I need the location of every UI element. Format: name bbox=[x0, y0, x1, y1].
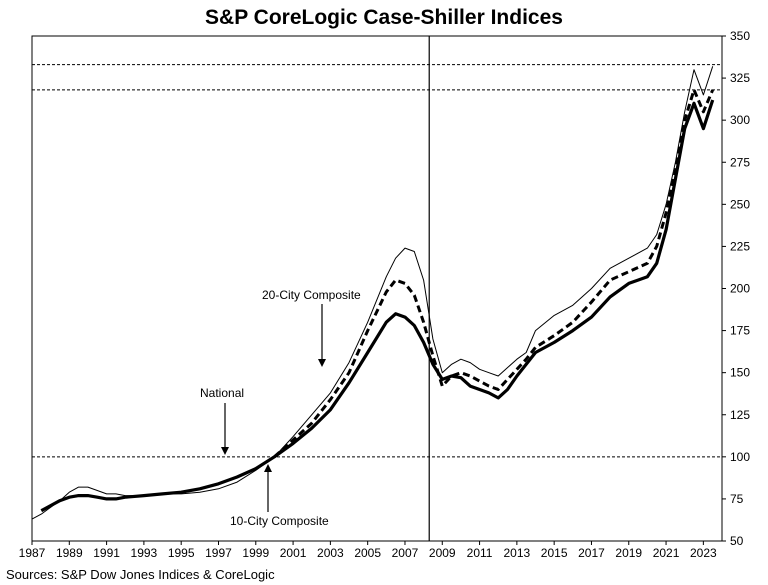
x-tick-label-1999: 1999 bbox=[242, 546, 269, 560]
x-tick-label-2007: 2007 bbox=[392, 546, 419, 560]
series-line-20-city-composite bbox=[273, 88, 715, 458]
y-tick-label-200: 200 bbox=[730, 282, 750, 296]
annotation-20-city-label: 20-City Composite bbox=[262, 288, 361, 302]
y-tick-label-300: 300 bbox=[730, 113, 750, 127]
x-tick-label-1987: 1987 bbox=[19, 546, 46, 560]
y-tick-label-150: 150 bbox=[730, 366, 750, 380]
y-tick-label-50: 50 bbox=[730, 534, 744, 548]
chart-source: Sources: S&P Dow Jones Indices & CoreLog… bbox=[6, 567, 275, 582]
y-tick-label-75: 75 bbox=[730, 492, 744, 506]
x-tick-label-2003: 2003 bbox=[317, 546, 344, 560]
x-tick-label-2005: 2005 bbox=[354, 546, 381, 560]
y-tick-label-275: 275 bbox=[730, 155, 750, 169]
x-tick-label-1993: 1993 bbox=[131, 546, 158, 560]
x-tick-label-1995: 1995 bbox=[168, 546, 195, 560]
y-tick-label-250: 250 bbox=[730, 197, 750, 211]
y-tick-label-125: 125 bbox=[730, 408, 750, 422]
series-line-10-city-composite bbox=[40, 99, 715, 513]
plot-area bbox=[31, 35, 723, 542]
y-tick-label-175: 175 bbox=[730, 324, 750, 338]
x-tick-label-2021: 2021 bbox=[653, 546, 680, 560]
x-tick-label-1989: 1989 bbox=[56, 546, 83, 560]
x-tick-label-2009: 2009 bbox=[429, 546, 456, 560]
x-tick-label-2001: 2001 bbox=[280, 546, 307, 560]
annotation-national-label: National bbox=[200, 386, 244, 400]
x-tick-label-2013: 2013 bbox=[504, 546, 531, 560]
x-tick-label-2017: 2017 bbox=[578, 546, 605, 560]
series-line-national bbox=[31, 66, 714, 520]
x-tick-label-1991: 1991 bbox=[93, 546, 120, 560]
y-tick-label-350: 350 bbox=[730, 29, 750, 43]
x-tick-label-2023: 2023 bbox=[690, 546, 717, 560]
chart-title: S&P CoreLogic Case-Shiller Indices bbox=[205, 6, 563, 29]
x-tick-label-1997: 1997 bbox=[205, 546, 232, 560]
y-tick-label-100: 100 bbox=[730, 450, 750, 464]
annotation-20-city-arrowhead bbox=[318, 359, 326, 367]
x-tick-label-2011: 2011 bbox=[467, 546, 493, 560]
x-tick-label-2019: 2019 bbox=[615, 546, 642, 560]
annotation-10-city-label: 10-City Composite bbox=[230, 514, 329, 528]
y-tick-label-225: 225 bbox=[730, 239, 750, 253]
x-tick-label-2015: 2015 bbox=[541, 546, 568, 560]
annotation-national-arrowhead bbox=[221, 447, 229, 455]
y-tick-label-325: 325 bbox=[730, 71, 750, 85]
annotation-10-city-arrowhead bbox=[264, 464, 272, 472]
